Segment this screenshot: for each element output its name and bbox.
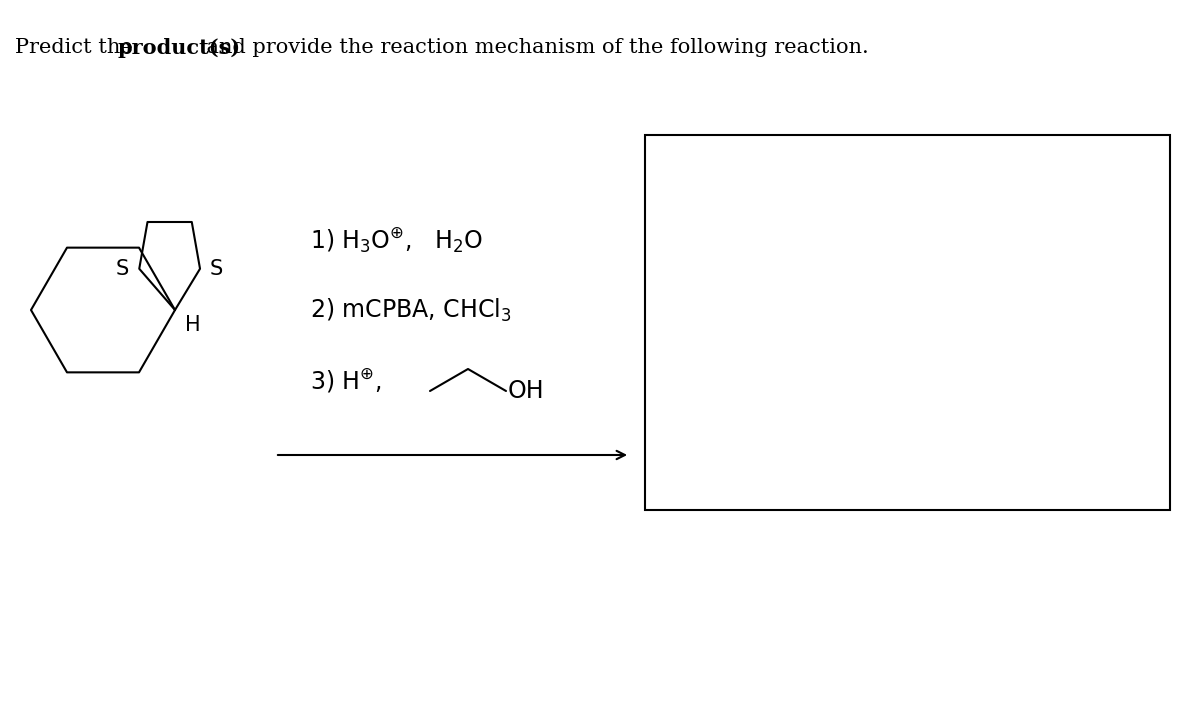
Text: 1) H$_3$O$^{\oplus}$,   H$_2$O: 1) H$_3$O$^{\oplus}$, H$_2$O bbox=[310, 226, 484, 255]
Text: Predict the: Predict the bbox=[14, 38, 139, 57]
Text: OH: OH bbox=[508, 379, 545, 403]
Text: S: S bbox=[116, 258, 130, 278]
Bar bbox=[646, 135, 1170, 510]
Text: 3) H$^{\oplus}$,: 3) H$^{\oplus}$, bbox=[310, 366, 382, 394]
Text: 2) mCPBA, CHCl$_3$: 2) mCPBA, CHCl$_3$ bbox=[310, 296, 511, 323]
Text: H: H bbox=[185, 315, 200, 335]
Text: product(s): product(s) bbox=[118, 38, 241, 58]
Text: and provide the reaction mechanism of the following reaction.: and provide the reaction mechanism of th… bbox=[200, 38, 869, 57]
Text: S: S bbox=[210, 258, 223, 278]
